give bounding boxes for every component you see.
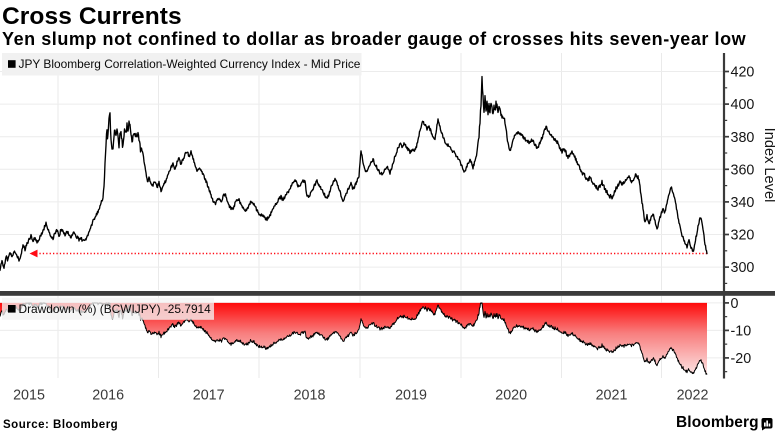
svg-text:360: 360	[731, 162, 755, 178]
svg-text:300: 300	[731, 260, 755, 276]
svg-text:2021: 2021	[596, 388, 628, 404]
svg-text:JPY Bloomberg Correlation-Weig: JPY Bloomberg Correlation-Weighted Curre…	[19, 57, 361, 71]
svg-text:420: 420	[731, 65, 755, 81]
svg-text:Drawdown (%) (BCWIJPY) -25.791: Drawdown (%) (BCWIJPY) -25.7914	[19, 302, 212, 316]
svg-text:-10: -10	[731, 324, 752, 340]
svg-text:2016: 2016	[92, 388, 124, 404]
svg-text:0: 0	[731, 296, 739, 312]
svg-text:2022: 2022	[677, 388, 709, 404]
svg-text:320: 320	[731, 228, 755, 244]
svg-text:2019: 2019	[395, 388, 427, 404]
svg-text:Index Level: Index Level	[761, 128, 775, 203]
svg-text:340: 340	[731, 195, 755, 211]
svg-text:2018: 2018	[294, 388, 326, 404]
svg-text:2020: 2020	[495, 388, 527, 404]
svg-text:400: 400	[731, 97, 755, 113]
svg-text:380: 380	[731, 130, 755, 146]
svg-text:-20: -20	[731, 351, 752, 367]
svg-text:2015: 2015	[13, 388, 45, 404]
svg-text:2017: 2017	[193, 388, 225, 404]
